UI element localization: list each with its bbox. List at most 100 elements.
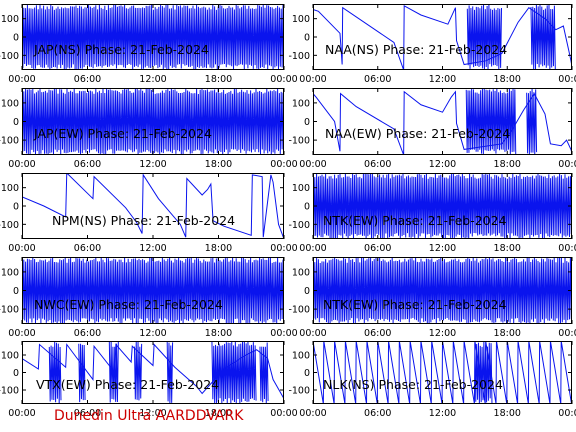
x-tick-label: 06:00	[364, 328, 391, 339]
x-tick-label: 18:00	[205, 328, 232, 339]
x-tick-label: 18:00	[205, 74, 232, 85]
x-tick-label: 06:00	[364, 243, 391, 254]
panel-title: JAP(EW) Phase: 21-Feb-2024	[33, 126, 212, 141]
trace-noise	[22, 88, 284, 155]
y-tick-label: 0	[304, 368, 310, 379]
trace-sawtooth	[313, 341, 572, 404]
y-tick-label: 0	[13, 33, 19, 44]
y-tick-label: -100	[288, 220, 310, 231]
x-tick-label: 00:00	[270, 243, 297, 254]
plot-area	[313, 4, 572, 70]
y-tick-label: 0	[304, 202, 310, 213]
x-tick-label: 18:00	[205, 159, 232, 170]
x-tick-label: 12:00	[429, 328, 456, 339]
trace-noise-burst	[108, 341, 119, 403]
trace-line	[313, 90, 572, 155]
chart-panel: 100 0 -100 00:00 06:00 12:00 18:00 00:00 NPM(NS)…	[0, 173, 298, 254]
x-tick-label: 00:00	[8, 408, 35, 419]
x-tick-label: 00:00	[558, 74, 576, 85]
x-tick-label: 06:00	[74, 159, 101, 170]
y-tick-label: 0	[13, 286, 19, 297]
plot-area	[22, 88, 284, 155]
plot-area	[22, 257, 284, 324]
x-tick-label: 00:00	[558, 243, 576, 254]
x-tick-label: 06:00	[364, 74, 391, 85]
x-tick-label: 18:00	[494, 243, 521, 254]
x-tick-label: 00:00	[8, 243, 35, 254]
y-tick-label: 0	[13, 202, 19, 213]
trace-noise	[22, 257, 284, 324]
y-tick-label: 100	[292, 351, 310, 362]
y-tick-label: 100	[1, 351, 19, 362]
chart-panel: 100 0 -100 00:00 06:00 12:00 18:00 00:00 JAP(NS)…	[0, 4, 298, 85]
plot-area	[22, 341, 284, 404]
x-tick-label: 12:00	[139, 159, 166, 170]
panels-group: 100 0 -100 00:00 06:00 12:00 18:00 00:00 JAP(NS)…	[0, 4, 576, 419]
panel-title: NPM(NS) Phase: 21-Feb-2024	[52, 213, 235, 228]
panel-title: NAA(NS) Phase: 21-Feb-2024	[325, 42, 507, 57]
y-tick-label: -100	[288, 136, 310, 147]
trace-noise	[313, 257, 572, 324]
chart-panel: 100 0 -100 00:00 06:00 12:00 18:00 00:00 NTK(EW)…	[288, 173, 576, 254]
x-tick-label: 12:00	[139, 243, 166, 254]
plot-area	[313, 173, 572, 239]
trace-line	[22, 173, 284, 239]
chart-panel: 100 0 -100 00:00 06:00 12:00 18:00 00:00 NLK(NS)…	[288, 341, 576, 419]
x-tick-label: 12:00	[139, 408, 166, 419]
panel-title: NTK(EW) Phase: 21-Feb-2024	[323, 297, 507, 312]
x-tick-label: 12:00	[139, 328, 166, 339]
y-tick-label: 100	[1, 183, 19, 194]
x-tick-label: 00:00	[299, 408, 326, 419]
x-tick-label: 06:00	[364, 159, 391, 170]
x-tick-label: 18:00	[494, 159, 521, 170]
trace-noise-burst	[48, 341, 62, 403]
panel-frame	[22, 173, 284, 239]
chart-panel: 100 0 -100 00:00 06:00 12:00 18:00 00:00 NAA(NS)…	[288, 4, 576, 85]
x-tick-label: 18:00	[205, 243, 232, 254]
x-tick-label: 00:00	[8, 74, 35, 85]
panel-title: NWC(EW) Phase: 21-Feb-2024	[34, 297, 223, 312]
x-tick-label: 00:00	[270, 408, 297, 419]
y-tick-label: 100	[292, 98, 310, 109]
x-tick-label: 00:00	[558, 159, 576, 170]
y-tick-label: -100	[0, 386, 19, 397]
x-tick-label: 00:00	[299, 243, 326, 254]
y-tick-label: -100	[288, 305, 310, 316]
trace-noise-burst	[211, 341, 257, 404]
plot-area	[22, 4, 284, 70]
trace-noise-burst	[466, 4, 503, 70]
trace-noise-burst	[526, 88, 538, 155]
x-tick-label: 06:00	[74, 328, 101, 339]
chart-panel: 100 0 -100 00:00 06:00 12:00 18:00 00:00 JAP(EW)…	[0, 88, 298, 170]
y-tick-label: -100	[288, 386, 310, 397]
x-tick-label: 00:00	[270, 159, 297, 170]
x-tick-label: 12:00	[429, 159, 456, 170]
y-tick-label: -100	[0, 305, 19, 316]
y-tick-label: 0	[304, 286, 310, 297]
x-tick-label: 00:00	[270, 328, 297, 339]
x-tick-label: 06:00	[364, 408, 391, 419]
trace-noise-burst	[78, 343, 86, 403]
x-tick-label: 18:00	[494, 408, 521, 419]
x-tick-label: 00:00	[8, 328, 35, 339]
y-tick-label: -100	[0, 220, 19, 231]
plot-area	[313, 341, 572, 404]
plot-area	[22, 173, 284, 239]
y-tick-label: 100	[292, 14, 310, 25]
panel-title: NLK(NS) Phase: 21-Feb-2024	[323, 377, 503, 392]
trace-noise-burst	[530, 4, 556, 70]
x-tick-label: 12:00	[429, 74, 456, 85]
x-tick-label: 06:00	[74, 243, 101, 254]
x-tick-label: 12:00	[429, 243, 456, 254]
chart-panel: 100 0 -100 00:00 06:00 12:00 18:00 00:00 NTK(EW)…	[288, 257, 576, 339]
x-tick-label: 12:00	[139, 74, 166, 85]
y-tick-label: 100	[1, 267, 19, 278]
trace-noise	[22, 4, 284, 70]
x-tick-label: 00:00	[270, 74, 297, 85]
chart-panel: 100 0 -100 00:00 06:00 12:00 18:00 00:00 NWC(EW)…	[0, 257, 298, 339]
chart-panel: 100 0 -100 00:00 06:00 12:00 18:00 00:00 VTX(EW)…	[0, 341, 298, 419]
trace-noise-burst	[259, 342, 269, 404]
x-tick-label: 00:00	[558, 408, 576, 419]
y-tick-label: 0	[304, 117, 310, 128]
y-tick-label: 100	[1, 98, 19, 109]
